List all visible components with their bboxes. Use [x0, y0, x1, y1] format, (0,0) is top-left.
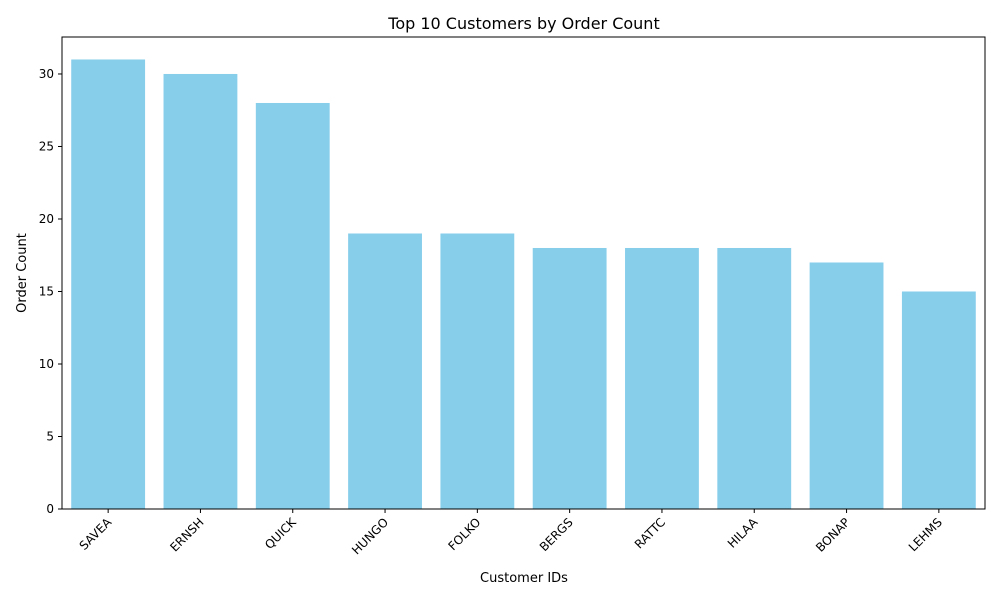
bar-ernsh — [163, 73, 238, 509]
x-tick-label: QUICK — [262, 514, 300, 552]
bars-layer — [71, 59, 976, 510]
x-tick-label: RATTC — [632, 515, 668, 551]
y-tick-label: 25 — [39, 139, 54, 153]
x-tick-label: BONAP — [813, 515, 853, 555]
plot-frame — [61, 36, 986, 510]
y-tick-label: 0 — [46, 502, 54, 516]
y-tick-label: 20 — [39, 212, 54, 226]
x-tick-label: ERNSH — [167, 515, 206, 554]
bar-bergs — [532, 247, 607, 509]
y-tick-label: 15 — [39, 284, 54, 298]
y-tick-label: 10 — [39, 357, 54, 371]
chart-title: Top 10 Customers by Order Count — [387, 14, 659, 33]
bar-hilaa — [717, 247, 792, 509]
x-axis-label: Customer IDs — [480, 571, 568, 586]
bar-bonap — [809, 262, 884, 509]
bar-quick — [255, 102, 330, 510]
bar-savea — [71, 59, 146, 509]
y-axis: 0 5 10 15 20 25 30 — [39, 67, 62, 516]
bar-rattc — [625, 247, 699, 509]
y-axis-label: Order Count — [15, 233, 30, 313]
bar-hungo — [348, 233, 422, 509]
bar-lehms — [901, 291, 976, 509]
x-tick-label: HUNGO — [349, 515, 391, 557]
x-axis: SAVEA ERNSH QUICK HUNGO FOLKO BERGS RATTC HILAA… — [77, 509, 945, 557]
x-tick-label: LEHMS — [906, 515, 945, 554]
x-tick-label: HILAA — [725, 515, 761, 551]
x-tick-label: SAVEA — [77, 515, 115, 553]
x-tick-label: BERGS — [537, 515, 576, 554]
y-tick-label: 5 — [46, 429, 54, 443]
y-tick-label: 30 — [39, 67, 54, 81]
bar-folko — [440, 233, 515, 509]
x-tick-label: FOLKO — [445, 515, 483, 553]
